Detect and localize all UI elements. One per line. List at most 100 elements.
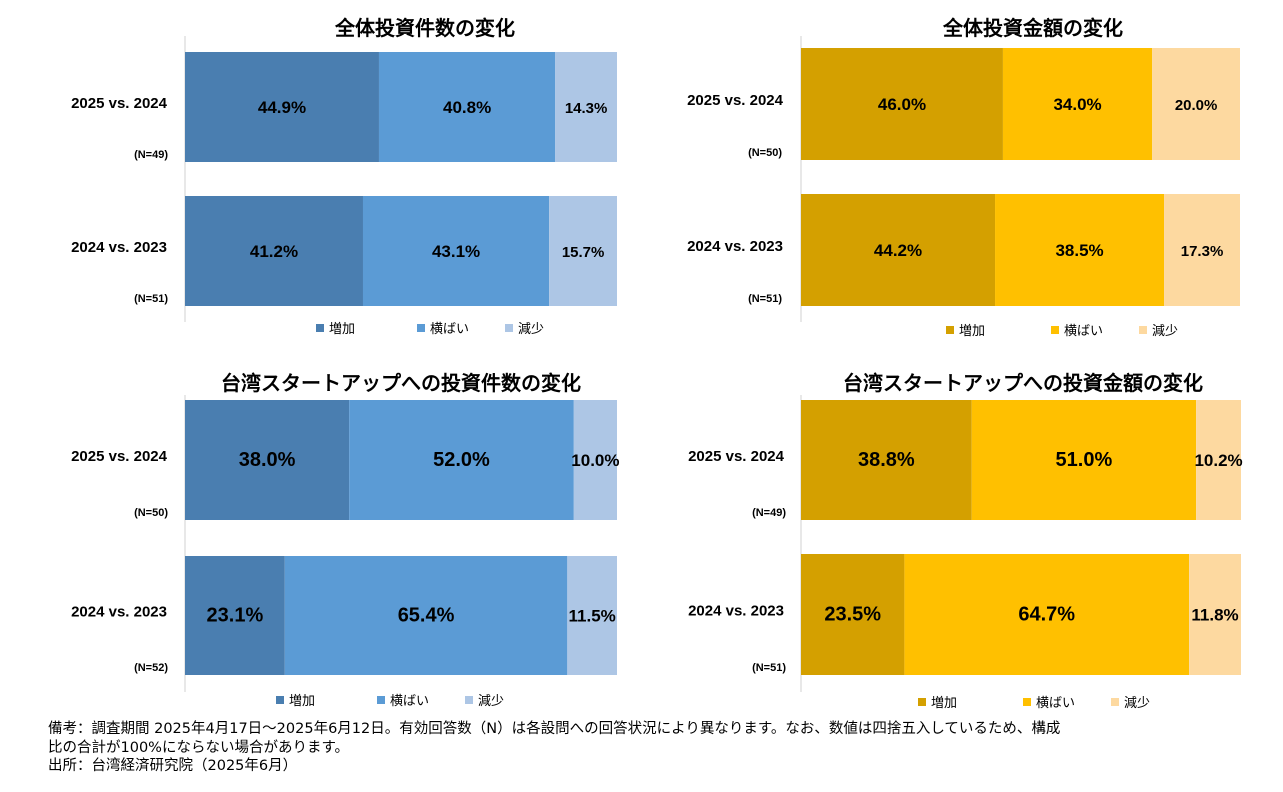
bar-segment <box>801 554 905 675</box>
sample-size-label: (N=49) <box>752 507 786 519</box>
legend-item: 横ばい <box>1051 320 1103 339</box>
bar-segment <box>567 556 617 675</box>
data-label: 52.0% <box>433 449 490 471</box>
bar-segment <box>904 554 1190 675</box>
legend-label: 横ばい <box>1064 324 1104 339</box>
category-label: 2025 vs. 2024 <box>687 92 784 109</box>
data-label: 38.5% <box>1055 241 1103 260</box>
category-label: 2024 vs. 2023 <box>71 239 167 256</box>
legend-swatch <box>1139 325 1148 334</box>
sample-size-label: (N=51) <box>134 293 168 305</box>
data-label: 44.9% <box>258 98 306 117</box>
legend-label: 増加 <box>959 324 986 339</box>
sample-size-label: (N=51) <box>748 293 782 305</box>
legend-label: 横ばい <box>430 322 470 337</box>
sample-size-label: (N=49) <box>134 149 168 161</box>
chart-legend: 増加 横ばい 減少 <box>316 318 580 337</box>
chart-legend: 増加 横ばい 減少 <box>946 320 1214 339</box>
data-label: 51.0% <box>1056 449 1113 471</box>
bar-segment <box>1152 48 1240 160</box>
chart-title: 台湾スタートアップへの投資金額の変化 <box>843 371 1203 395</box>
legend-swatch <box>505 323 514 332</box>
chart-title: 全体投資金額の変化 <box>943 16 1123 40</box>
bar-segment <box>185 556 285 675</box>
data-label: 41.2% <box>250 242 298 261</box>
footnotes: 備考：調査期間 2025年4月17日～2025年6月12日。有効回答数（N）は各… <box>48 720 1248 776</box>
legend-item: 減少 <box>465 690 504 709</box>
category-label: 2024 vs. 2023 <box>688 603 784 620</box>
chart-title: 台湾スタートアップへの投資件数の変化 <box>221 371 581 395</box>
data-label: 44.2% <box>874 241 922 260</box>
bar-segment <box>349 400 574 520</box>
legend-item: 増加 <box>918 692 957 711</box>
bar-segment <box>1002 48 1153 160</box>
data-label: 23.5% <box>824 604 881 626</box>
data-label: 10.0% <box>571 451 619 470</box>
data-label: 15.7% <box>562 244 605 261</box>
note-line-1: 備考：調査期間 2025年4月17日～2025年6月12日。有効回答数（N）は各… <box>48 721 1061 737</box>
bar-segment <box>971 400 1197 520</box>
legend-swatch <box>377 695 386 704</box>
legend-item: 横ばい <box>377 690 429 709</box>
legend-label: 増加 <box>329 322 356 337</box>
bar-segment <box>1196 400 1241 520</box>
legend-swatch <box>1051 325 1060 334</box>
bar-segment <box>573 400 617 520</box>
legend-item: 横ばい <box>1023 692 1075 711</box>
data-label: 38.0% <box>239 449 296 471</box>
bar-segment <box>1189 554 1241 675</box>
category-label: 2025 vs. 2024 <box>71 448 168 465</box>
legend-swatch <box>417 323 426 332</box>
data-label: 46.0% <box>878 95 926 114</box>
legend-swatch <box>276 695 284 704</box>
legend-item: 増加 <box>316 318 355 337</box>
bar-segment <box>801 194 996 306</box>
legend-swatch <box>946 325 954 334</box>
bar-segment <box>1164 194 1240 306</box>
category-label: 2024 vs. 2023 <box>71 604 167 621</box>
bar-segment <box>801 400 972 520</box>
sample-size-label: (N=51) <box>752 662 786 674</box>
legend-label: 減少 <box>1152 324 1179 339</box>
legend-label: 増加 <box>931 696 958 711</box>
legend-swatch <box>1111 697 1120 706</box>
legend-item: 増加 <box>946 320 985 339</box>
bar-segment <box>284 556 568 675</box>
data-label: 14.3% <box>565 100 608 117</box>
data-label: 11.5% <box>569 607 616 626</box>
legend-swatch <box>465 695 474 704</box>
legend-label: 減少 <box>478 694 505 709</box>
data-label: 23.1% <box>207 605 264 627</box>
legend-item: 減少 <box>1139 320 1178 339</box>
chart-title: 全体投資件数の変化 <box>335 16 515 40</box>
legend-label: 横ばい <box>1036 696 1076 711</box>
category-label: 2025 vs. 2024 <box>688 448 785 465</box>
legend-swatch <box>918 697 926 706</box>
sample-size-label: (N=50) <box>748 147 782 159</box>
data-label: 10.2% <box>1194 451 1242 470</box>
bar-segment <box>185 400 350 520</box>
data-label: 20.0% <box>1175 97 1218 114</box>
data-label: 11.8% <box>1191 606 1238 625</box>
legend-item: 増加 <box>276 690 315 709</box>
legend-label: 減少 <box>1124 696 1151 711</box>
data-label: 38.8% <box>858 449 915 471</box>
legend-item: 減少 <box>1111 692 1150 711</box>
bar-segment <box>185 52 379 162</box>
data-label: 65.4% <box>398 605 455 627</box>
bar-segment <box>362 196 550 306</box>
chart-legend: 増加 横ばい 減少 <box>918 692 1186 711</box>
category-label: 2024 vs. 2023 <box>687 238 783 255</box>
data-label: 40.8% <box>443 98 491 117</box>
sample-size-label: (N=52) <box>134 662 168 674</box>
bar-segment <box>995 194 1165 306</box>
bar-segment <box>555 52 617 162</box>
note-line-2: 比の合計が100%にならない場合があります。 <box>48 739 350 756</box>
data-label: 34.0% <box>1053 95 1101 114</box>
data-label: 43.1% <box>432 242 480 261</box>
data-label: 64.7% <box>1018 604 1075 626</box>
legend-swatch <box>1023 697 1032 706</box>
